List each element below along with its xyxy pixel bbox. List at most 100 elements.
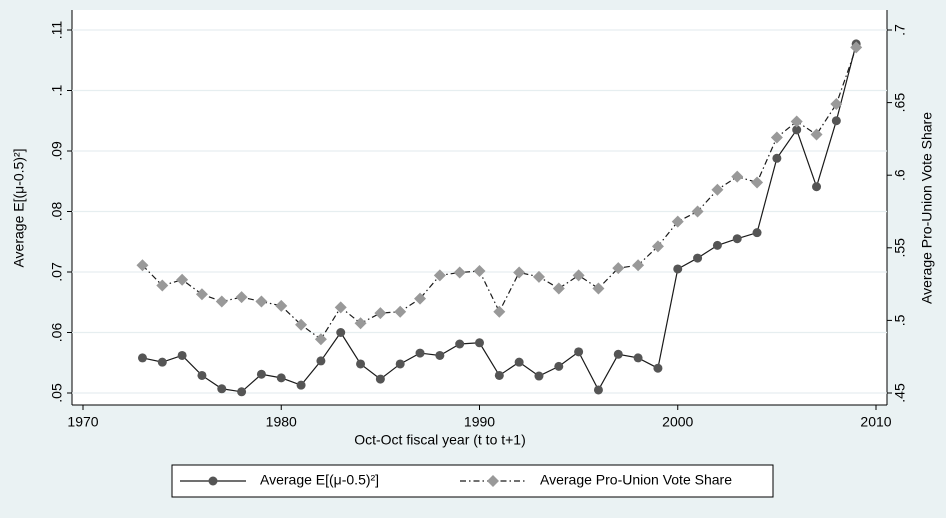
x-tick-label: 1990 <box>464 414 495 430</box>
point <box>237 387 247 397</box>
point <box>693 253 703 263</box>
point <box>316 356 326 366</box>
point <box>215 295 228 308</box>
point <box>671 215 684 228</box>
point <box>712 240 722 250</box>
point <box>752 228 762 238</box>
point <box>197 370 207 380</box>
point <box>195 288 208 301</box>
point <box>612 262 625 275</box>
point <box>613 349 623 359</box>
point <box>473 265 486 278</box>
x-axis-title: Oct-Oct fiscal year (t to t+1) <box>354 432 526 448</box>
point <box>255 295 268 308</box>
legend-label: Average Pro-Union Vote Share <box>540 472 732 488</box>
y-tick-label: .07 <box>49 262 65 282</box>
y2-axis-title: Average Pro-Union Vote Share <box>919 112 935 304</box>
point <box>514 357 524 367</box>
y-tick-label: .09 <box>49 141 65 161</box>
point <box>770 131 783 144</box>
point <box>731 170 744 183</box>
point <box>433 269 446 282</box>
point <box>275 299 288 312</box>
y-axis-title: Average E[(μ-0.5)²] <box>11 148 27 267</box>
point <box>334 301 347 314</box>
x-tick-label: 1970 <box>67 414 98 430</box>
point <box>534 371 544 381</box>
point <box>374 307 387 320</box>
point <box>592 282 605 295</box>
point <box>831 116 841 126</box>
point <box>256 369 266 379</box>
point <box>314 333 327 346</box>
legend-marker <box>487 475 499 487</box>
point <box>790 115 803 128</box>
point <box>850 41 863 54</box>
point <box>651 240 664 253</box>
x-tick-label: 1980 <box>266 414 297 430</box>
point <box>455 339 465 349</box>
point <box>711 183 724 196</box>
point <box>532 270 545 283</box>
point <box>830 98 843 111</box>
y2-tick-label: .65 <box>892 93 908 113</box>
legend-marker <box>208 476 218 486</box>
y-tick-label: .08 <box>49 202 65 222</box>
point <box>633 353 643 363</box>
point <box>136 259 149 272</box>
point <box>772 153 782 163</box>
point <box>572 269 585 282</box>
point <box>157 357 167 367</box>
point <box>336 328 346 337</box>
point <box>792 125 802 135</box>
point <box>356 359 366 369</box>
y-tick-label: .05 <box>49 383 65 403</box>
point <box>395 359 405 369</box>
point <box>177 350 187 360</box>
point <box>732 234 742 244</box>
point <box>475 338 484 348</box>
legend-label: Average E[(μ-0.5)²] <box>260 472 379 488</box>
y2-tick-label: .6 <box>892 169 908 181</box>
y-tick-label: .11 <box>49 21 65 40</box>
point <box>137 353 147 363</box>
point <box>394 305 407 318</box>
point <box>176 273 189 286</box>
point <box>276 373 286 383</box>
point <box>751 176 764 189</box>
point <box>217 384 227 394</box>
y2-tick-label: .55 <box>892 238 908 258</box>
point <box>593 385 603 395</box>
y2-tick-label: .5 <box>892 314 908 326</box>
y2-tick-label: .45 <box>892 383 908 403</box>
point <box>156 279 169 292</box>
point <box>453 266 466 279</box>
point <box>574 347 584 357</box>
point <box>435 350 445 360</box>
point <box>554 361 564 371</box>
point <box>415 348 425 358</box>
x-tick-label: 2000 <box>662 414 693 430</box>
point <box>354 317 367 330</box>
point <box>653 363 663 373</box>
point <box>235 291 248 304</box>
y-tick-label: .06 <box>49 323 65 343</box>
point <box>295 318 308 331</box>
point <box>673 264 683 274</box>
point <box>414 292 427 305</box>
point <box>552 282 565 295</box>
y-tick-label: .1 <box>49 84 65 96</box>
point <box>494 370 504 380</box>
point <box>691 205 704 218</box>
point <box>375 374 385 384</box>
point <box>632 259 645 272</box>
point <box>810 128 823 141</box>
x-tick-label: 2010 <box>860 414 891 430</box>
point <box>812 182 822 192</box>
point <box>493 305 506 318</box>
y2-tick-label: .7 <box>892 24 908 36</box>
point <box>513 266 526 279</box>
point <box>296 380 306 390</box>
